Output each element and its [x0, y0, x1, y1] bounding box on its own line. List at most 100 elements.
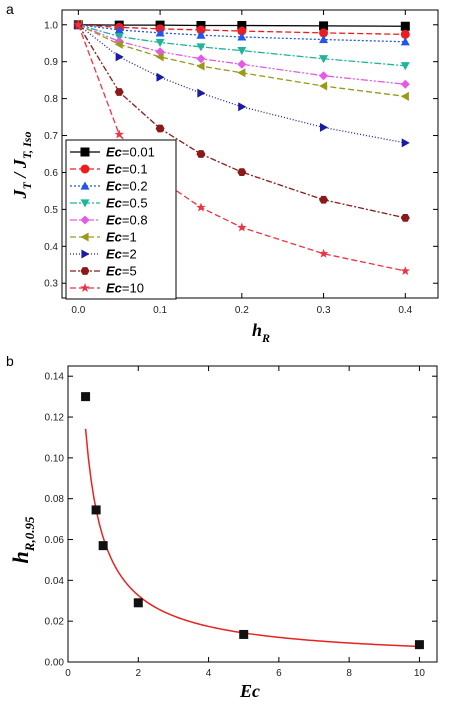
y-label-sub2: T, Iso: [20, 132, 34, 160]
legend-label-6: Ec=2: [106, 247, 137, 262]
legend-value: =0.8: [122, 213, 148, 228]
data-point-7-6: [400, 213, 410, 222]
x-axis-label-a: hR: [252, 320, 270, 345]
data-point-3-3: [196, 43, 206, 52]
data-point-8-4: [237, 222, 247, 232]
y-label-slash: /: [10, 168, 30, 182]
data-point-7-2: [155, 124, 165, 133]
legend-prefix: Ec: [106, 264, 123, 279]
legend-prefix: Ec: [106, 179, 123, 194]
legend-label-7: Ec=5: [106, 264, 137, 279]
x-tick-label-b: 6: [276, 668, 282, 679]
data-point-5-5: [319, 81, 328, 91]
y-tick-label-a: 1.0: [44, 20, 58, 31]
y-tick-label-b: 0.00: [45, 658, 65, 669]
data-point-2-3: [196, 30, 206, 39]
data-point-5-3: [196, 61, 205, 71]
legend-value: =5: [122, 264, 137, 279]
data-point-1-3: [196, 25, 206, 35]
x-tick-label-b: 4: [206, 668, 212, 679]
y-label-h: h: [8, 551, 33, 563]
legend-marker-7: [80, 267, 90, 275]
plot-frame-a: [61, 9, 439, 299]
legend-label-0: Ec=0.01: [106, 145, 155, 160]
y-axis-label-a: JT / JT, Iso: [10, 132, 34, 200]
legend-label-3: Ec=0.5: [106, 196, 148, 211]
data-point-2-5: [319, 35, 329, 44]
legend-label-8: Ec=10: [106, 281, 144, 296]
data-point-6-6: [401, 138, 410, 148]
data-point-5-4: [237, 68, 246, 78]
legend-marker-3: [80, 199, 90, 208]
panel-a: a 0.0 0.1 0.2 0.3 0.4 0.3 0.4 0.5 0.6 0.7 0.8 0.9 1.0…: [6, 1, 439, 345]
fit-curve: [84, 428, 420, 648]
x-axis-label-b: Ec: [239, 681, 260, 701]
legend-label-4: Ec=0.8: [106, 213, 148, 228]
data-point-8-0: [73, 19, 84, 29]
data-point-2-1: [114, 25, 124, 34]
legend-marker-5: [80, 232, 89, 242]
data-point-8-1: [114, 129, 124, 139]
y-tick-label-a: 0.6: [44, 168, 58, 179]
legend-label-1: Ec=0.1: [106, 162, 148, 177]
x-tick-label-b: 2: [136, 668, 142, 679]
x-tick-label-a: 0.1: [153, 305, 167, 316]
data-point-4-3: [196, 54, 206, 64]
legend-a: Ec=0.01Ec=0.1Ec=0.2Ec=0.5Ec=0.8Ec=1Ec=2E…: [65, 139, 177, 300]
y-tick-label-b: 0.12: [45, 413, 65, 424]
data-point-2-6: [400, 37, 410, 46]
legend-marker-1: [80, 164, 90, 174]
y-tick-label-b: 0.10: [45, 453, 65, 464]
data-point-6-2: [156, 72, 165, 82]
scatter-point-3: [133, 598, 143, 608]
data-point-8-5: [318, 248, 329, 258]
panel-label-b: b: [6, 353, 14, 369]
data-point-4-4: [237, 59, 247, 69]
data-point-1-4: [237, 26, 247, 36]
data-point-6-3: [197, 88, 206, 98]
data-point-6-4: [238, 102, 247, 112]
data-point-1-6: [400, 29, 410, 39]
y-tick-label-b: 0.02: [45, 617, 65, 628]
legend-prefix: Ec: [106, 145, 123, 160]
x-axis-label-sub: R: [261, 331, 270, 345]
x-tick-label-a: 0.0: [71, 305, 85, 316]
data-point-8-6: [400, 266, 411, 276]
data-point-2-4: [237, 32, 247, 41]
y-tick-label-b: 0.06: [45, 535, 65, 546]
legend-prefix: Ec: [106, 230, 123, 245]
legend-prefix: Ec: [106, 281, 123, 296]
data-point-3-4: [237, 47, 247, 56]
x-tick-label-b: 10: [414, 668, 426, 679]
x-tick-label-a: 0.3: [317, 305, 331, 316]
y-tick-label-a: 0.8: [44, 94, 58, 105]
x-tick-label-b: 0: [65, 668, 71, 679]
data-point-8-3: [196, 202, 206, 212]
data-point-2-2: [155, 28, 165, 37]
plot-frame-b: [67, 365, 438, 663]
legend-prefix: Ec: [106, 247, 123, 262]
data-point-5-6: [400, 91, 409, 101]
data-point-4-5: [319, 71, 329, 81]
legend-marker-0: [80, 147, 90, 157]
data-point-7-3: [196, 150, 206, 158]
legend-marker-2: [80, 181, 90, 190]
series-line-6: [77, 24, 406, 144]
legend-marker-8: [80, 283, 90, 293]
legend-prefix: Ec: [106, 196, 123, 211]
y-tick-label-a: 0.9: [44, 57, 58, 68]
x-tick-label-a: 0.2: [235, 305, 249, 316]
x-axis-label-main: h: [252, 320, 262, 340]
legend-value: =1: [122, 230, 137, 245]
legend-prefix: Ec: [106, 213, 123, 228]
legend-prefix: Ec: [106, 162, 123, 177]
y-label-j1: J: [10, 188, 30, 199]
y-tick-label-a: 0.4: [44, 242, 58, 253]
legend-value: =0.2: [122, 179, 148, 194]
x-tick-label-a: 0.4: [398, 305, 412, 316]
data-point-3-2: [155, 38, 165, 47]
y-label-sub1: T: [20, 181, 34, 189]
y-tick-label-b: 0.08: [45, 494, 65, 505]
data-point-4-6: [400, 79, 410, 89]
